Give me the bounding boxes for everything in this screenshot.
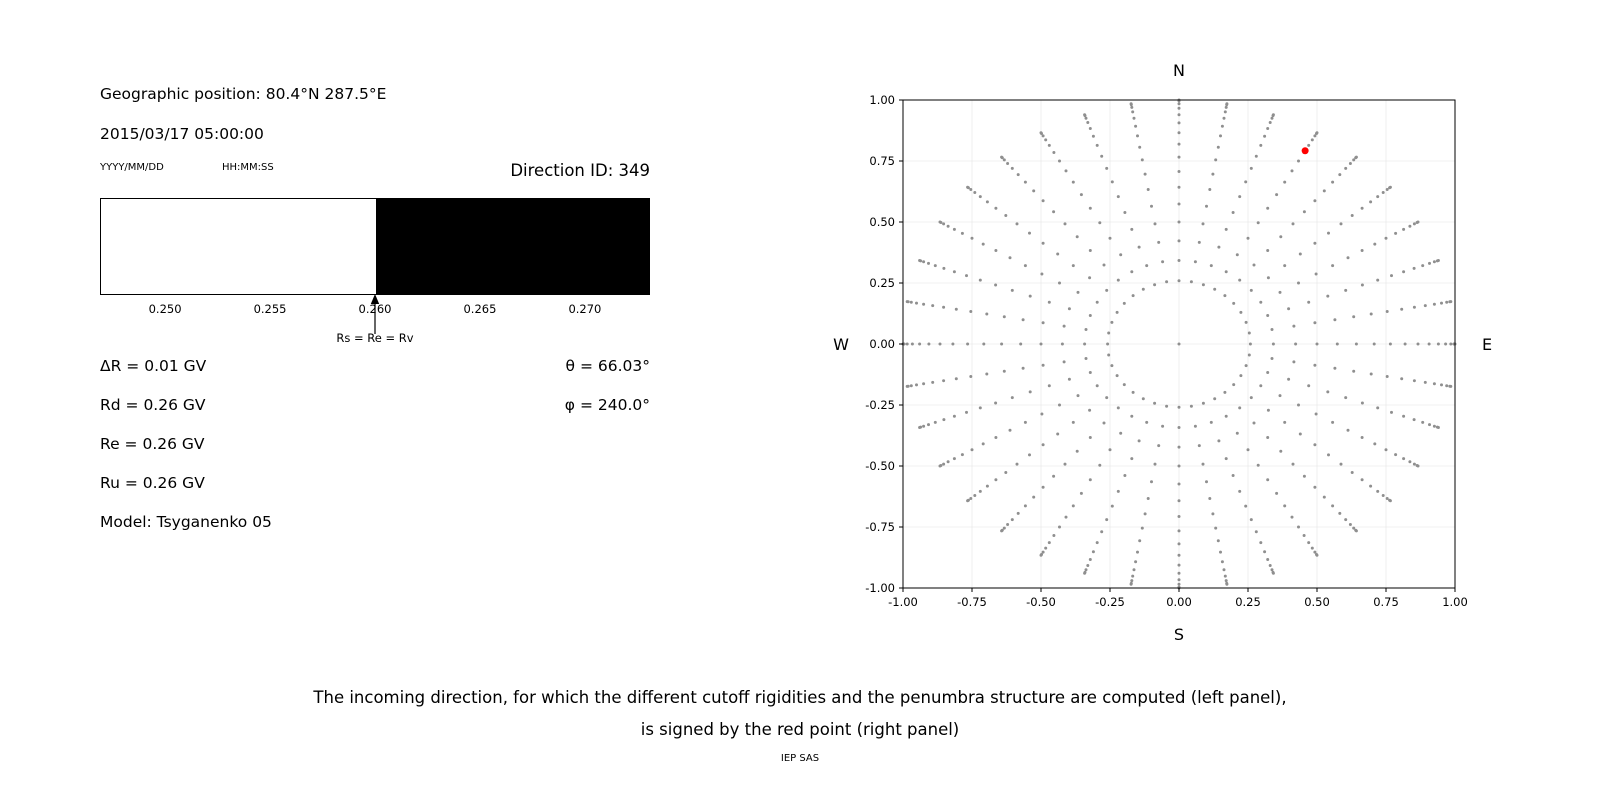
time-format-label: HH:MM:SS bbox=[222, 162, 274, 173]
theta-value: θ = 66.03° bbox=[565, 357, 650, 375]
penumbra-x-tick-label: 0.250 bbox=[148, 302, 182, 316]
y-tick-label: -0.75 bbox=[865, 520, 895, 534]
geographic-position-text: Geographic position: 80.4°N 287.5°E bbox=[100, 85, 387, 103]
label-south: S bbox=[1174, 625, 1184, 644]
model-name: Model: Tsyganenko 05 bbox=[100, 513, 272, 531]
phi-value: φ = 240.0° bbox=[564, 396, 650, 414]
y-tick-label: -0.50 bbox=[865, 459, 895, 473]
x-tick-label: -1.00 bbox=[888, 595, 918, 609]
direction-scatter-plot: -1.00 -0.75 -0.50 -0.25 0.00 0.25 0.50 0.75 1.00… bbox=[833, 61, 1492, 644]
delta-r-value: ΔR = 0.01 GV bbox=[100, 357, 207, 375]
y-tick-label: -0.25 bbox=[865, 398, 895, 412]
footer-credit: IEP SAS bbox=[780, 753, 820, 764]
caption-line-2: is signed by the red point (right panel) bbox=[640, 720, 960, 739]
caption-line-1: The incoming direction, for which the di… bbox=[313, 688, 1287, 707]
label-west: W bbox=[833, 335, 849, 354]
penumbra-x-tick-label: 0.270 bbox=[568, 302, 602, 316]
direction-id-text: Direction ID: 349 bbox=[510, 161, 650, 180]
label-east: E bbox=[1482, 335, 1492, 354]
penumbra-bar-chart bbox=[100, 198, 650, 295]
x-tick-label: 0.75 bbox=[1373, 595, 1399, 609]
x-tick-label: 0.50 bbox=[1304, 595, 1330, 609]
x-tick-label: 1.00 bbox=[1442, 595, 1468, 609]
y-tick-label: 0.50 bbox=[869, 215, 895, 229]
red-point-selected-direction bbox=[1301, 147, 1309, 155]
y-tick-label: 0.25 bbox=[869, 276, 895, 290]
label-north: N bbox=[1173, 61, 1185, 80]
rd-value: Rd = 0.26 GV bbox=[100, 396, 206, 414]
y-tick-label: 0.75 bbox=[869, 154, 895, 168]
y-tick-label: -1.00 bbox=[865, 581, 895, 595]
up-arrow-icon bbox=[370, 294, 380, 334]
x-tick-label: 0.25 bbox=[1235, 595, 1261, 609]
arrow-annotation-label: Rs = Re = Rv bbox=[336, 331, 414, 345]
direction-grid-dots bbox=[901, 98, 1457, 590]
x-tick-label: -0.75 bbox=[957, 595, 987, 609]
penumbra-x-tick-label: 0.265 bbox=[463, 302, 497, 316]
ru-value: Ru = 0.26 GV bbox=[100, 474, 205, 492]
penumbra-x-tick-label: 0.255 bbox=[253, 302, 287, 316]
datetime-text: 2015/03/17 05:00:00 bbox=[100, 125, 264, 143]
x-tick-label: -0.50 bbox=[1026, 595, 1056, 609]
penumbra-forbidden-region bbox=[376, 199, 649, 294]
x-tick-label: -0.25 bbox=[1095, 595, 1125, 609]
y-tick-label: 0.00 bbox=[869, 337, 895, 351]
date-format-label: YYYY/MM/DD bbox=[100, 162, 164, 173]
x-tick-label: 0.00 bbox=[1166, 595, 1192, 609]
re-value: Re = 0.26 GV bbox=[100, 435, 205, 453]
penumbra-x-axis: 0.250 0.255 0.260 0.265 0.270 bbox=[100, 302, 650, 318]
y-tick-label: 1.00 bbox=[869, 93, 895, 107]
